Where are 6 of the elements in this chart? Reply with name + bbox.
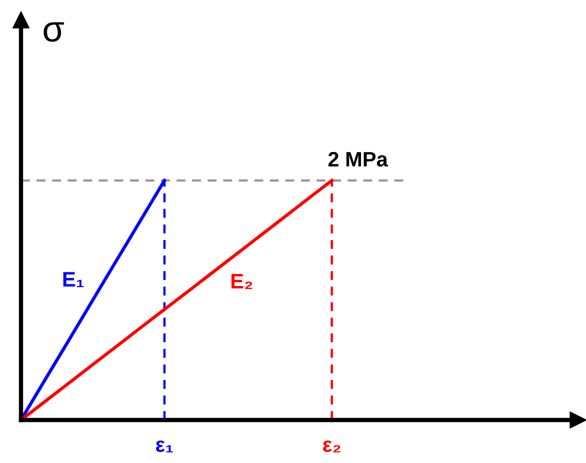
x-tick-label: ε₂	[323, 440, 340, 452]
x-tick-label: ε₁	[156, 440, 173, 452]
series-label: E₂	[232, 274, 252, 289]
annotation: 2 MPa	[328, 152, 388, 167]
series-label: E₁	[63, 272, 84, 288]
y-axis-title: σ	[44, 22, 64, 42]
